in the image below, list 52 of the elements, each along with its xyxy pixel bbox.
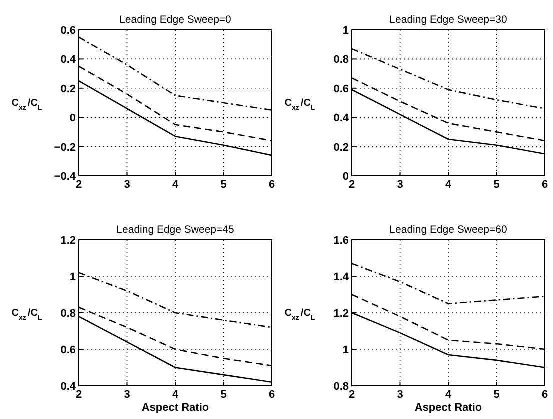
x-axis-title: Aspect Ratio <box>142 402 210 414</box>
x-tick-label: 5 <box>220 389 227 401</box>
y-tick-label: 0.2 <box>334 142 349 154</box>
y-tick-label: 0.4 <box>334 112 350 125</box>
x-tick-label: 2 <box>348 389 356 401</box>
x-axis-title: Aspect Ratio <box>414 402 482 414</box>
y-tick-label: 0.8 <box>60 308 76 320</box>
y-axis-title: C$_{xz}$/C$_{L}$ <box>12 98 43 112</box>
chart-title: Leading Edge Sweep=60 <box>390 224 508 236</box>
y-tick-label: 1 <box>342 344 349 356</box>
x-tick-label: 6 <box>268 179 276 191</box>
y-tick-label: 1 <box>342 25 349 37</box>
chart-title: Leading Edge Sweep=0 <box>120 14 232 26</box>
y-tick-label: 0.4 <box>60 54 77 66</box>
x-tick-label: 2 <box>76 179 82 191</box>
x-tick-label: 5 <box>220 179 227 191</box>
y-tick-label: 0.4 <box>60 381 77 393</box>
x-tick-label: 3 <box>397 389 404 401</box>
x-tick-label: 4 <box>445 179 452 191</box>
y-tick-label: 0.6 <box>60 344 76 356</box>
x-tick-label: 3 <box>124 179 130 191</box>
x-tick-label: 4 <box>172 389 180 401</box>
y-tick-label: 1.4 <box>334 272 350 284</box>
y-tick-label: 1 <box>70 272 76 284</box>
y-tick-label: 1.6 <box>334 235 349 247</box>
x-tick-label: 4 <box>445 389 452 401</box>
y-tick-label: −0.4 <box>54 171 77 183</box>
x-tick-label: 2 <box>76 389 82 401</box>
y-tick-label: 0.8 <box>334 381 349 393</box>
x-tick-label: 6 <box>542 179 548 191</box>
x-tick-label: 5 <box>494 179 500 191</box>
y-tick-label: 0.6 <box>334 83 349 96</box>
y-tick-label: 0 <box>342 171 349 183</box>
y-tick-label: 0 <box>70 112 76 125</box>
x-tick-label: 3 <box>124 389 130 401</box>
y-tick-label: 1.2 <box>334 308 349 320</box>
y-axis-title: C$_{xz}$/C$_{L}$ <box>284 308 316 322</box>
x-tick-label: 6 <box>542 389 548 401</box>
x-tick-label: 4 <box>172 179 180 191</box>
y-axis-title: C$_{xz}$/C$_{L}$ <box>284 98 316 112</box>
x-tick-label: 5 <box>494 389 500 401</box>
chart-title: Leading Edge Sweep=30 <box>390 14 508 26</box>
y-axis-title: C$_{xz}$/C$_{L}$ <box>12 308 43 322</box>
x-tick-label: 6 <box>268 389 276 401</box>
x-tick-label: 3 <box>397 179 404 191</box>
y-tick-label: 0.2 <box>60 83 76 96</box>
chart-title: Leading Edge Sweep=45 <box>116 224 234 236</box>
y-tick-label: 1.2 <box>60 235 76 247</box>
y-tick-label: −0.2 <box>54 142 76 154</box>
y-tick-label: 0.8 <box>334 54 349 66</box>
y-tick-label: 0.6 <box>60 25 76 37</box>
x-tick-label: 2 <box>348 179 356 191</box>
